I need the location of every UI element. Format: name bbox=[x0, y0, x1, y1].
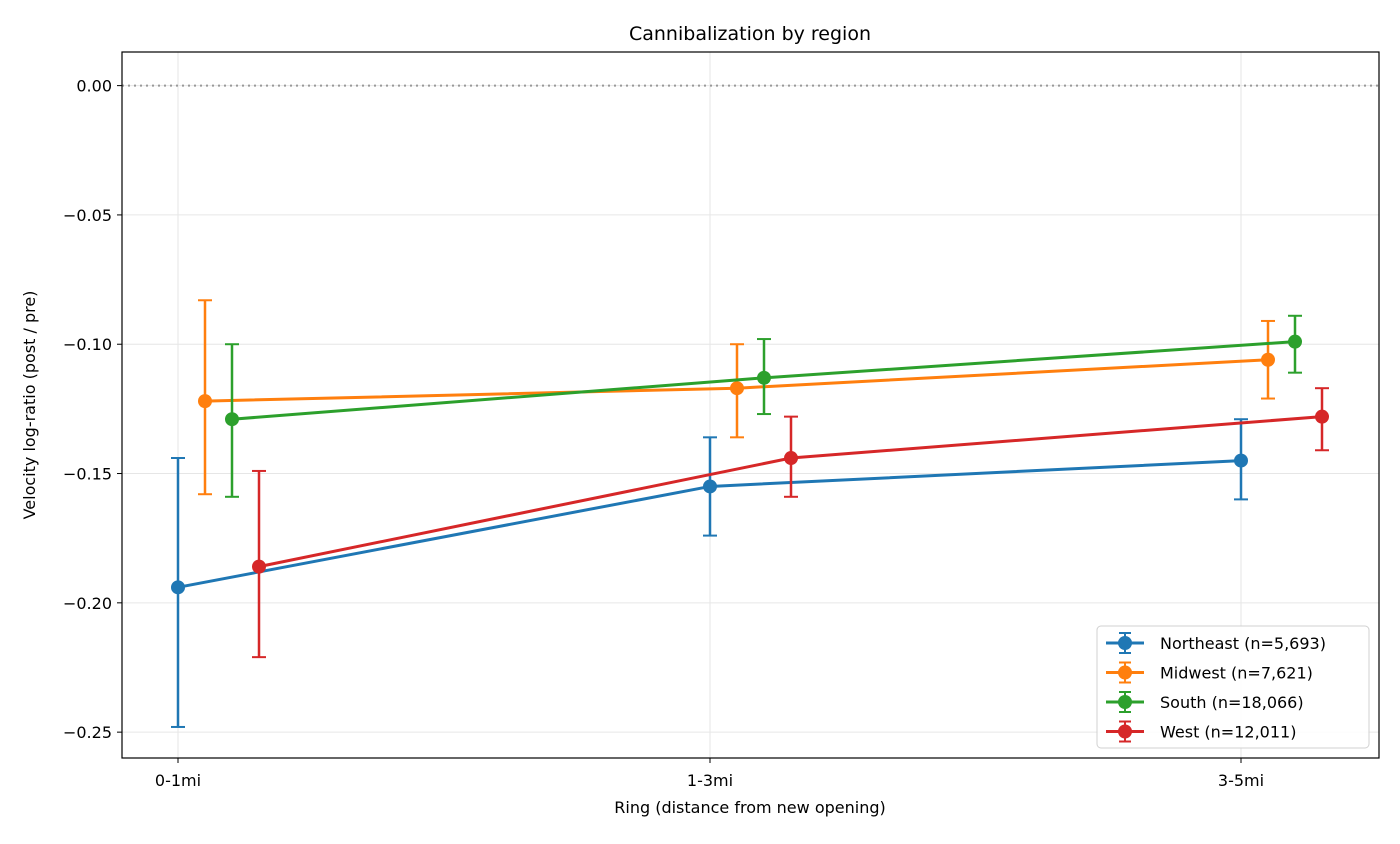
y-tick-label: 0.00 bbox=[76, 77, 112, 96]
legend-marker bbox=[1118, 695, 1132, 709]
series-group bbox=[171, 299, 1329, 728]
x-tick-label: 0-1mi bbox=[155, 771, 201, 790]
legend-item: South (n=18,066) bbox=[1106, 691, 1304, 713]
series-3 bbox=[252, 387, 1329, 659]
series-0 bbox=[171, 418, 1248, 728]
plot-frame bbox=[121, 51, 1380, 759]
data-point bbox=[225, 412, 239, 427]
data-point bbox=[730, 381, 744, 396]
legend-label: Midwest (n=7,621) bbox=[1160, 664, 1313, 683]
y-tick-label: −0.15 bbox=[63, 465, 112, 484]
data-point bbox=[1261, 352, 1275, 367]
data-point bbox=[703, 479, 717, 494]
chart-title: Cannibalization by region bbox=[629, 23, 871, 45]
data-point bbox=[171, 580, 185, 595]
ticks: 0.00 −0.05 −0.10 −0.15 −0.20 −0.25 0-1mi 1-3mi 3… bbox=[63, 77, 1264, 790]
legend-label: Northeast (n=5,693) bbox=[1160, 634, 1326, 653]
legend-item: West (n=12,011) bbox=[1106, 720, 1296, 743]
legend: Northeast (n=5,693) Midwest (n=7,621) Sout… bbox=[1096, 625, 1370, 749]
y-axis-label: Velocity log-ratio (post / pre) bbox=[20, 291, 39, 520]
legend-marker bbox=[1118, 665, 1132, 680]
data-point bbox=[252, 559, 266, 574]
x-tick-label: 3-5mi bbox=[1218, 771, 1264, 790]
y-tick-label: −0.20 bbox=[63, 594, 112, 613]
y-tick-label: −0.05 bbox=[63, 206, 112, 225]
y-tick-label: −0.25 bbox=[63, 723, 112, 742]
data-point bbox=[1234, 453, 1248, 468]
legend-marker bbox=[1118, 724, 1132, 739]
x-tick-label: 1-3mi bbox=[687, 771, 733, 790]
legend-item: Midwest (n=7,621) bbox=[1106, 661, 1313, 684]
data-point bbox=[1315, 409, 1329, 424]
data-point bbox=[757, 370, 771, 385]
legend-box bbox=[1096, 625, 1370, 749]
legend-label: West (n=12,011) bbox=[1160, 723, 1296, 742]
x-axis-label: Ring (distance from new opening) bbox=[614, 798, 885, 817]
y-tick-label: −0.10 bbox=[63, 335, 112, 354]
data-point bbox=[784, 451, 798, 466]
series-2 bbox=[225, 314, 1302, 498]
legend-item: Northeast (n=5,693) bbox=[1106, 632, 1326, 654]
legend-marker bbox=[1118, 636, 1132, 650]
legend-label: South (n=18,066) bbox=[1160, 693, 1304, 712]
series-1 bbox=[198, 299, 1275, 496]
grid bbox=[122, 52, 1379, 758]
data-point bbox=[1288, 334, 1302, 349]
data-point bbox=[198, 394, 212, 409]
